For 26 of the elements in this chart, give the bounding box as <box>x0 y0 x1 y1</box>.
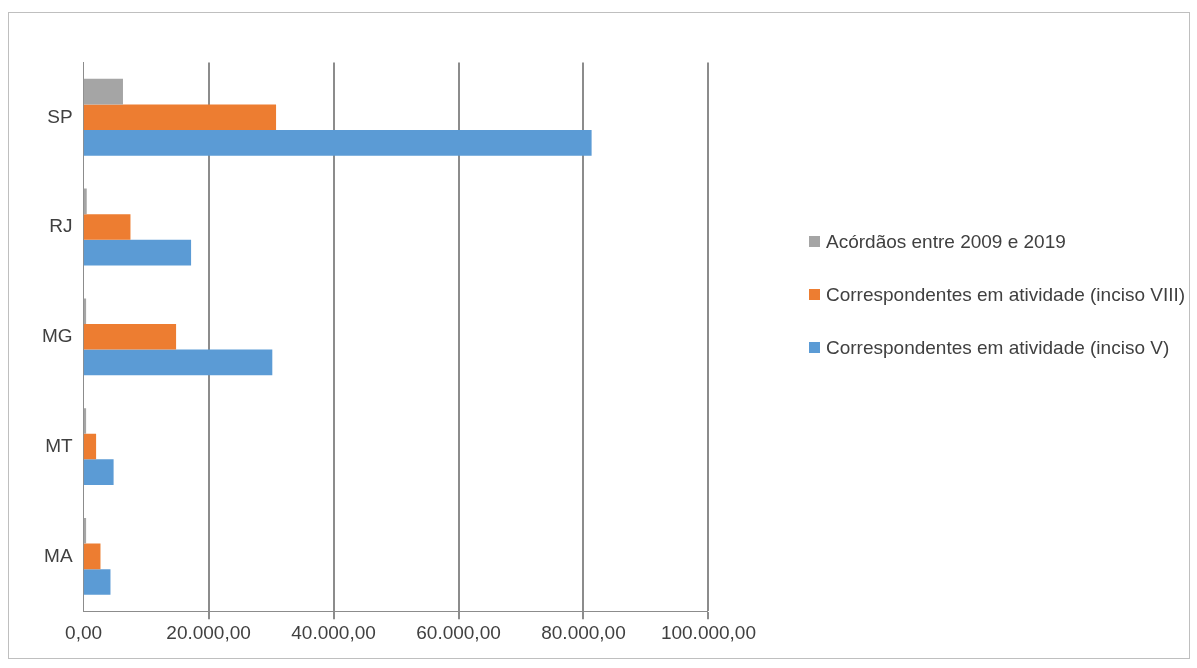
bar <box>83 239 192 266</box>
bar <box>83 104 277 131</box>
bar <box>83 130 592 156</box>
bar <box>83 214 131 240</box>
y-tick-label: RJ <box>49 215 73 237</box>
x-tick-label: 100.000,00 <box>660 621 756 643</box>
x-tick-label: 60.000,00 <box>416 621 501 643</box>
x-tick-label: 40.000,00 <box>291 621 376 643</box>
bar <box>83 349 273 376</box>
bar <box>83 324 177 350</box>
x-tick-label: 20.000,00 <box>166 621 251 643</box>
bar <box>83 78 123 105</box>
bar <box>83 459 114 485</box>
bar <box>83 569 111 595</box>
y-tick-label: MG <box>42 325 73 347</box>
legend-label: Acórdãos entre 2009 e 2019 <box>826 230 1066 254</box>
bar <box>83 433 97 460</box>
x-tick-label: 80.000,00 <box>541 621 626 643</box>
legend-label: Correspondentes em atividade (inciso V) <box>826 336 1170 360</box>
legend-label: Correspondentes em atividade (inciso VIII) <box>826 283 1186 307</box>
y-tick-label: SP <box>47 105 73 127</box>
x-tick-label: 0,00 <box>65 621 103 643</box>
bar <box>83 543 101 570</box>
bar <box>83 188 87 215</box>
y-tick-label: MA <box>44 544 73 566</box>
y-tick-label: MT <box>45 434 73 456</box>
